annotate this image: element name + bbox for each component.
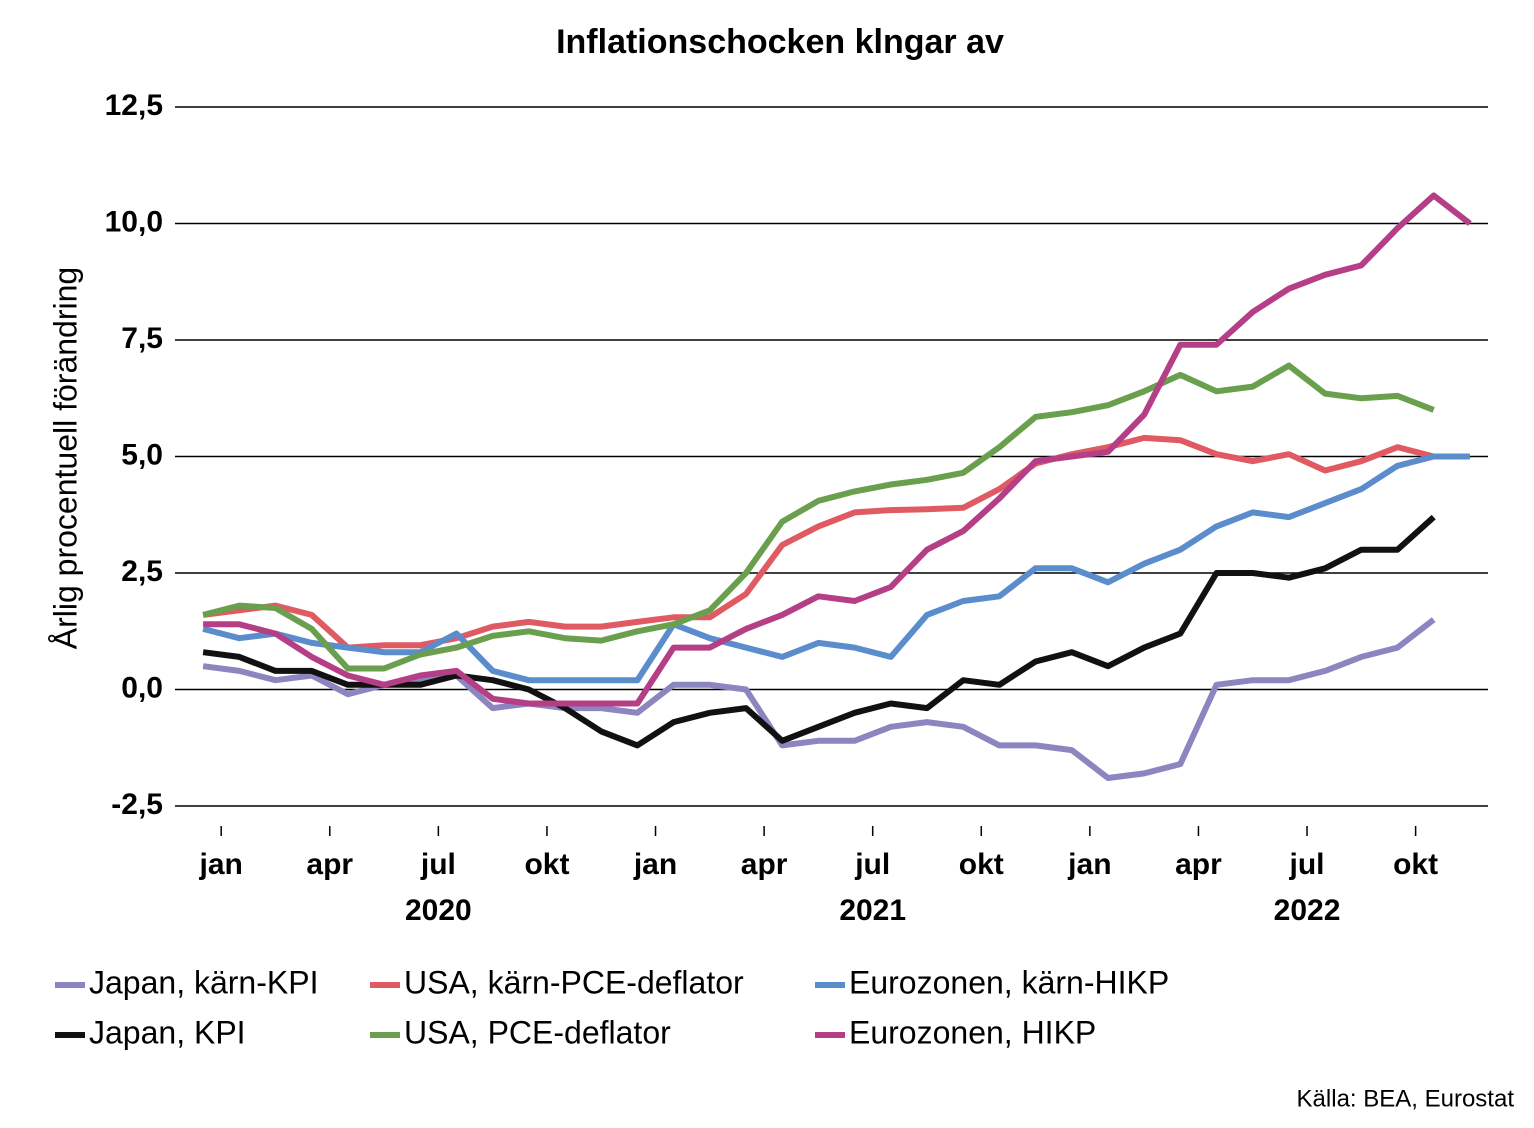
x-tick-label: okt [1393,848,1438,881]
legend-label: Japan, kärn-KPI [89,964,318,1000]
x-tick-label: apr [741,848,788,881]
legend-label: Eurozonen, kärn-HIKP [849,964,1169,1000]
y-tick-label: 2,5 [121,555,163,588]
x-tick-label: apr [1175,848,1222,881]
source: Källa: BEA, Eurostat [1297,1085,1515,1112]
chart-title: Inflationschocken klngar av [556,23,1004,61]
legend-label: USA, kärn-PCE-deflator [404,964,744,1000]
legend-label: USA, PCE-deflator [404,1014,671,1050]
y-tick-label: 5,0 [121,438,163,471]
x-tick-label: okt [524,848,569,881]
series-line [202,514,1436,749]
series-line [203,192,1472,707]
series-line [202,434,1435,651]
x-tick-label: jan [199,848,243,881]
year-label: 2021 [839,894,906,927]
series-line [202,617,1436,781]
x-tick-label: jul [420,848,456,881]
x-tick-label: okt [959,848,1004,881]
series-line [202,362,1435,672]
series-line [202,453,1470,684]
x-tick-label: jul [1289,848,1325,881]
year-label: 2020 [405,894,472,927]
x-tick-label: jan [1067,848,1111,881]
y-tick-label: 12,5 [105,89,163,122]
y-tick-label: -2,5 [111,788,163,821]
x-tick-label: apr [306,848,353,881]
year-label: 2022 [1274,894,1341,927]
legend-label: Japan, KPI [89,1014,246,1050]
legend-label: Eurozonen, HIKP [849,1014,1096,1050]
y-axis-label: Årlig procentuell förändring [47,267,83,649]
x-tick-label: jan [633,848,677,881]
y-tick-label: 7,5 [121,322,163,355]
x-tick-label: jul [854,848,890,881]
y-tick-label: 0,0 [121,671,163,704]
y-tick-label: 10,0 [105,205,163,238]
